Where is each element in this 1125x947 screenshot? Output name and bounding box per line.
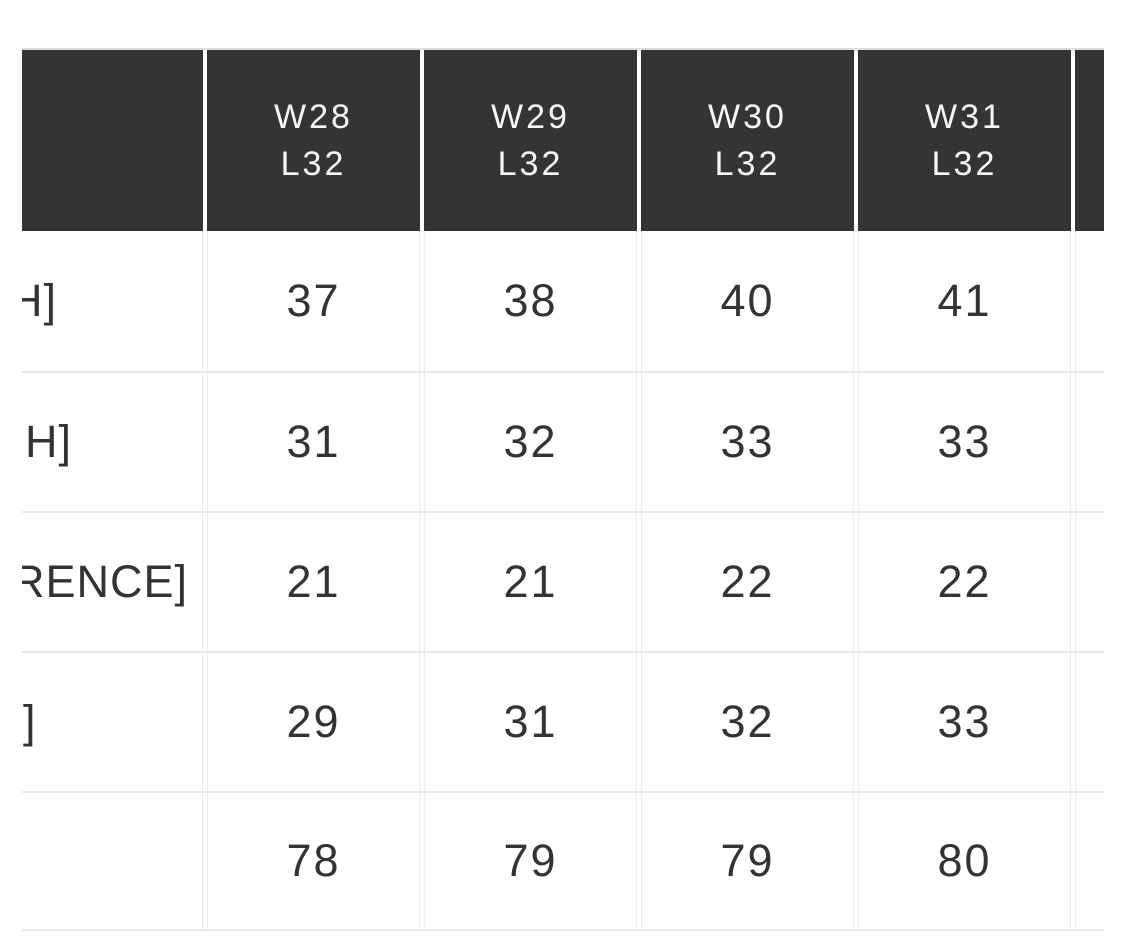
table-cell: 40 <box>641 231 854 371</box>
size-chart-scroll-area[interactable]: W28 L32 W29 L32 W30 L32 W31 L32 H] <box>22 48 1104 933</box>
size-length-label: L32 <box>280 144 347 183</box>
row-label-fragment: H] <box>25 416 72 467</box>
table-row: RENCE] 21 21 22 22 <box>22 511 1104 651</box>
row-label-fragment: ] <box>23 696 37 747</box>
size-length-label: L32 <box>931 144 998 183</box>
size-waist-label: W30 <box>708 97 787 136</box>
table-cell: 41 <box>858 231 1071 371</box>
table-row: 78 79 79 80 <box>22 791 1104 931</box>
size-chart-table: W28 L32 W29 L32 W30 L32 W31 L32 H] <box>22 48 1104 931</box>
table-cell: 38 <box>424 231 637 371</box>
table-cell: 37 <box>207 231 420 371</box>
table-cell: 32 <box>424 373 637 511</box>
table-cell: 33 <box>641 373 854 511</box>
table-cell: 79 <box>641 793 854 929</box>
table-cell: 31 <box>207 373 420 511</box>
size-waist-label: W31 <box>925 97 1004 136</box>
table-row: ] 29 31 32 33 <box>22 651 1104 791</box>
table-cell: 21 <box>424 513 637 651</box>
size-length-label: L32 <box>714 144 781 183</box>
header-cell-w28l32: W28 L32 <box>207 50 420 231</box>
header-cell-w30l32: W30 L32 <box>641 50 854 231</box>
row-label-fragment: H] <box>22 275 57 326</box>
table-row: H] 31 32 33 33 <box>22 371 1104 511</box>
size-length-label: L32 <box>497 144 564 183</box>
table-cell: 79 <box>424 793 637 929</box>
row-label-cell: H] <box>22 231 203 371</box>
table-cell: 21 <box>207 513 420 651</box>
table-cell-clipped <box>1075 793 1104 929</box>
row-label-cell: ] <box>22 653 203 791</box>
row-label-fragment: RENCE] <box>22 556 189 607</box>
size-waist-label: W29 <box>491 97 570 136</box>
table-cell: 31 <box>424 653 637 791</box>
table-cell-clipped <box>1075 373 1104 511</box>
size-waist-label: W28 <box>274 97 353 136</box>
row-label-cell <box>22 793 203 929</box>
row-label-cell: H] <box>22 373 203 511</box>
table-cell: 29 <box>207 653 420 791</box>
header-cell-w31l32: W31 L32 <box>858 50 1071 231</box>
table-cell: 33 <box>858 653 1071 791</box>
header-cell-w29l32: W29 L32 <box>424 50 637 231</box>
table-cell-clipped <box>1075 231 1104 371</box>
table-cell: 33 <box>858 373 1071 511</box>
table-cell-clipped <box>1075 653 1104 791</box>
table-cell: 80 <box>858 793 1071 929</box>
table-cell: 22 <box>641 513 854 651</box>
row-label-cell: RENCE] <box>22 513 203 651</box>
header-cell-label <box>22 50 203 231</box>
table-cell: 78 <box>207 793 420 929</box>
table-header-row: W28 L32 W29 L32 W30 L32 W31 L32 <box>22 48 1104 231</box>
table-cell: 32 <box>641 653 854 791</box>
table-cell-clipped <box>1075 513 1104 651</box>
table-cell: 22 <box>858 513 1071 651</box>
header-cell-clipped <box>1075 50 1104 231</box>
table-row: H] 37 38 40 41 <box>22 231 1104 371</box>
